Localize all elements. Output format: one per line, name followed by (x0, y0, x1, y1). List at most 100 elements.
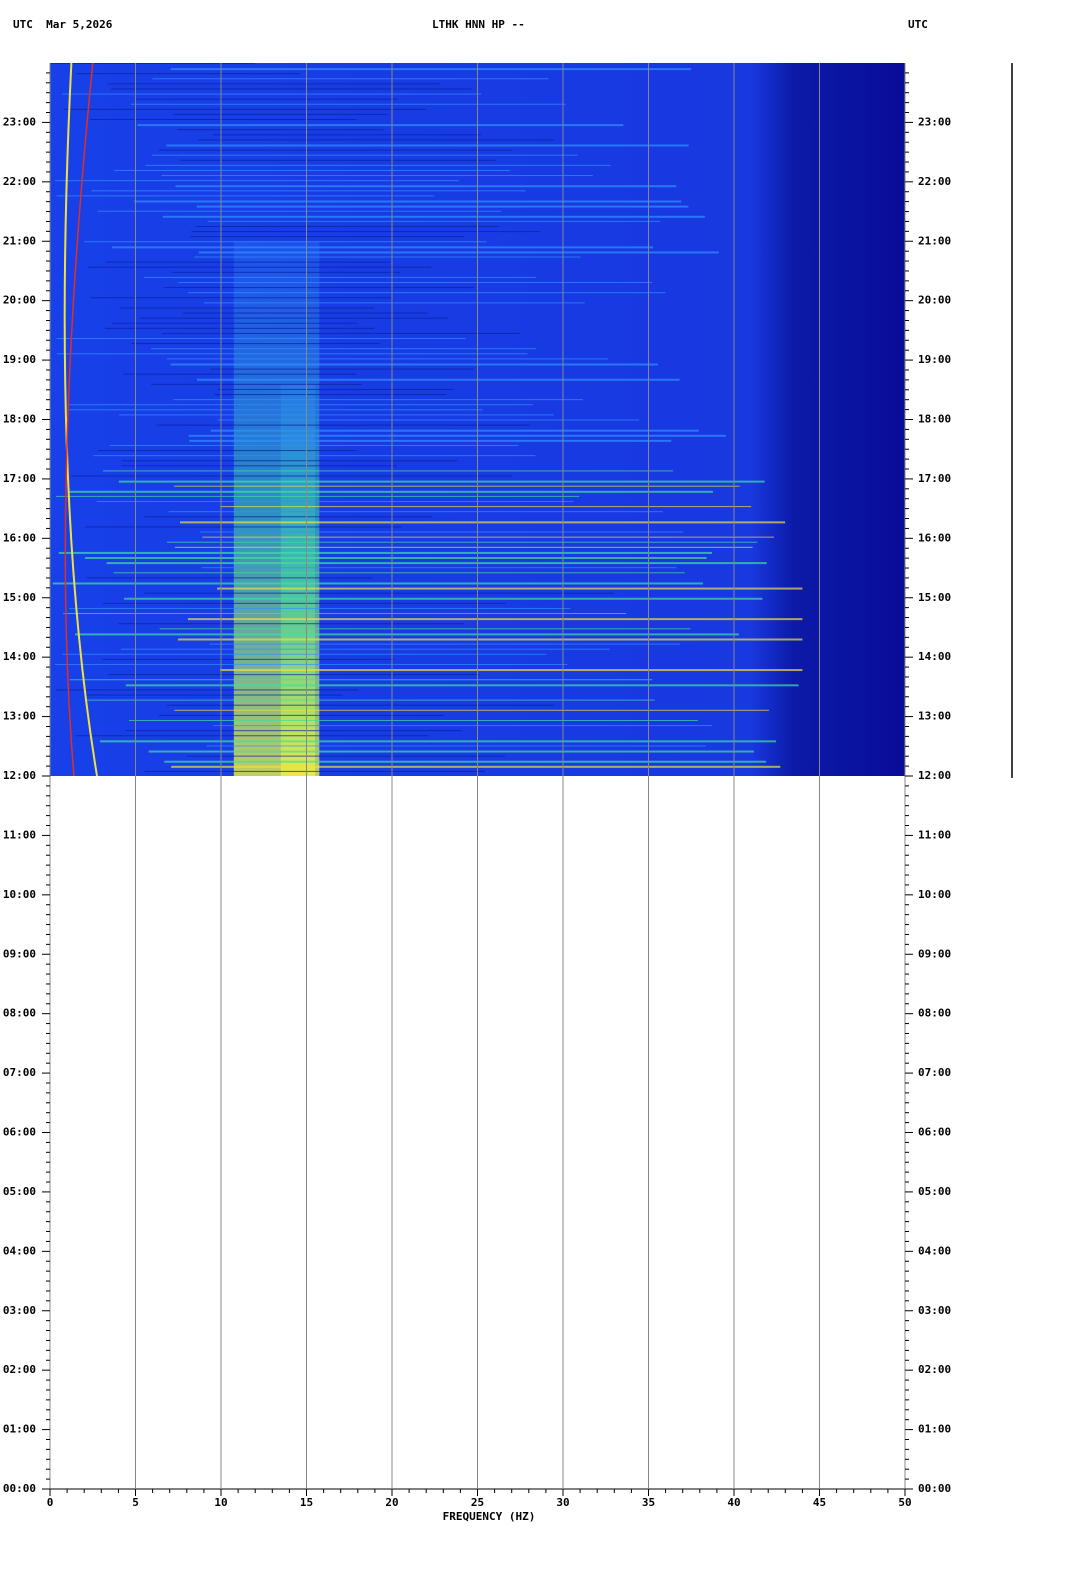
y-tick-label-right: 19:00 (918, 353, 951, 366)
texture-line (201, 567, 677, 569)
texture-line (68, 404, 533, 406)
texture-line (220, 669, 803, 672)
texture-line (161, 175, 593, 177)
y-tick-label: 09:00 (3, 947, 36, 960)
y-tick-label-right: 05:00 (918, 1185, 951, 1198)
y-tick-label-right: 21:00 (918, 234, 951, 247)
texture-line (113, 572, 685, 574)
texture-line (166, 704, 555, 706)
texture-line (166, 541, 758, 543)
texture-line (158, 149, 513, 151)
texture-line (156, 424, 530, 426)
texture-line (175, 546, 753, 548)
texture-line (164, 760, 767, 763)
texture-line (75, 73, 301, 75)
texture-line (194, 256, 581, 258)
texture-line (195, 225, 499, 227)
texture-trace (64, 62, 94, 777)
texture-line (86, 577, 372, 579)
x-tick-label: 20 (385, 1496, 398, 1509)
texture-line (214, 394, 447, 396)
texture-line (71, 475, 513, 477)
texture-line (198, 251, 719, 254)
texture-line (118, 480, 765, 483)
y-tick-label: 20:00 (3, 294, 36, 307)
y-tick-label: 07:00 (3, 1066, 36, 1079)
texture-line (86, 694, 343, 696)
texture-line (190, 236, 465, 238)
y-tick-label: 15:00 (3, 591, 36, 604)
y-tick-label-right: 14:00 (918, 650, 951, 663)
texture-line (68, 409, 483, 411)
texture-line (121, 465, 397, 467)
texture-line (166, 358, 609, 360)
texture-band (280, 383, 316, 776)
y-tick-label: 12:00 (3, 769, 36, 782)
texture-line (159, 628, 691, 630)
texture-line (102, 658, 395, 660)
texture-line (114, 169, 510, 171)
texture-line (123, 373, 357, 375)
texture-line (63, 108, 427, 110)
x-tick-label: 25 (471, 1496, 484, 1509)
texture-line (85, 699, 655, 701)
texture-line (56, 338, 466, 340)
y-tick-label-right: 10:00 (918, 888, 951, 901)
y-tick-label-right: 18:00 (918, 413, 951, 426)
texture-line (56, 495, 580, 497)
texture-line (145, 164, 611, 166)
y-tick-label: 00:00 (3, 1482, 36, 1495)
texture-line (173, 113, 388, 115)
texture-line (52, 582, 704, 585)
texture-line (188, 434, 727, 437)
texture-line (84, 526, 402, 528)
texture-line (144, 770, 486, 772)
texture-line (97, 210, 502, 212)
texture-line (196, 378, 680, 381)
texture-line (177, 638, 803, 641)
texture-line (125, 730, 462, 732)
y-tick-label-right: 20:00 (918, 294, 951, 307)
texture-line (179, 521, 786, 524)
texture-line (171, 765, 781, 768)
y-tick-label-right: 03:00 (918, 1304, 951, 1317)
x-tick-label: 0 (47, 1496, 54, 1509)
x-tick-label: 45 (813, 1496, 826, 1509)
x-tick-label: 5 (132, 1496, 139, 1509)
texture-line (206, 745, 707, 747)
texture-line (170, 363, 658, 366)
texture-line (57, 353, 528, 355)
x-tick-label: 40 (727, 1496, 740, 1509)
texture-line (137, 124, 624, 127)
texture-line (97, 450, 356, 452)
texture-line (172, 271, 400, 273)
texture-line (118, 623, 464, 625)
y-tick-label-right: 16:00 (918, 531, 951, 544)
x-tick-label: 30 (556, 1496, 569, 1509)
texture-line (212, 725, 712, 727)
texture-line (125, 684, 799, 687)
texture-line (152, 154, 578, 156)
texture-line (55, 689, 359, 691)
texture-line (54, 663, 568, 665)
left-header: UTC Mar 5,2026 (13, 18, 113, 31)
texture-line (96, 500, 574, 502)
texture-line (107, 83, 441, 85)
texture-line (174, 709, 769, 711)
texture-line (144, 516, 432, 518)
texture-line (212, 134, 481, 136)
texture-line (104, 327, 375, 329)
y-tick-label: 13:00 (3, 710, 36, 723)
texture-line (50, 63, 256, 64)
texture-line (106, 562, 767, 565)
y-tick-label-right: 12:00 (918, 769, 951, 782)
y-tick-label-right: 11:00 (918, 828, 951, 841)
texture-line (144, 592, 614, 594)
texture-line (69, 679, 653, 681)
texture-line (62, 653, 547, 655)
right-header: UTC (908, 18, 928, 31)
texture-line (217, 587, 803, 590)
x-tick-label: 50 (898, 1496, 911, 1509)
texture-line (93, 455, 536, 457)
